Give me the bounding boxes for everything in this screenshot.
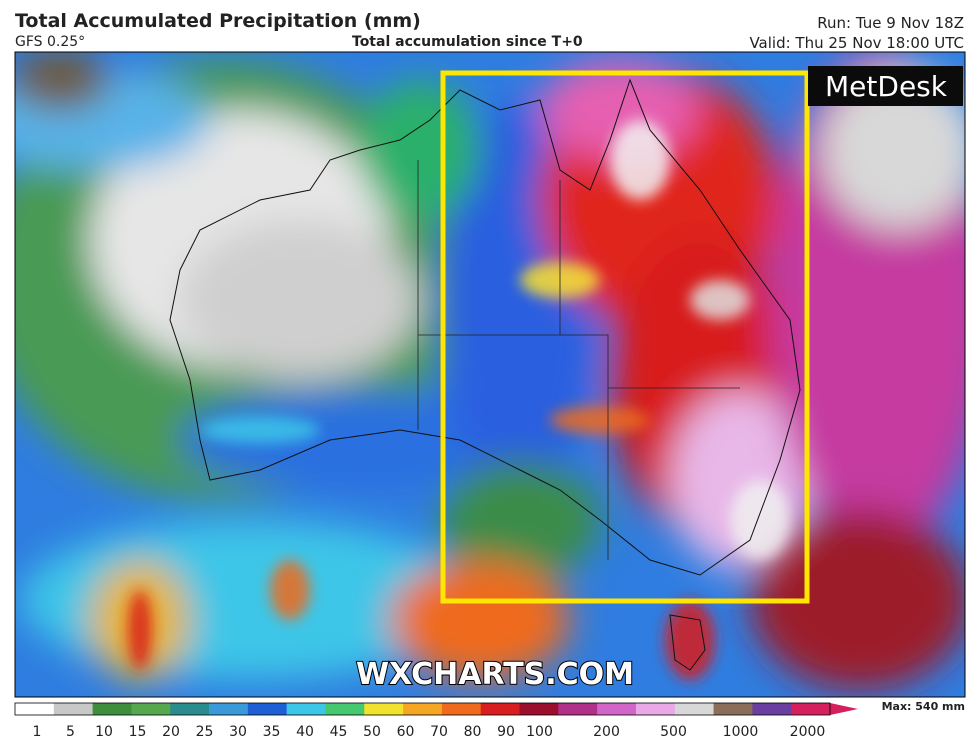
- logo-box: [808, 66, 963, 106]
- colorbar-swatch: [713, 703, 753, 715]
- colorbar-tick-label: 60: [397, 724, 415, 740]
- colorbar-tick-label: 1: [33, 724, 42, 740]
- colorbar-swatch: [791, 703, 831, 715]
- colorbar-swatch: [480, 703, 521, 715]
- colorbar-tick-label: 25: [196, 724, 214, 740]
- colorbar-tick-label: 100: [526, 724, 553, 740]
- colorbar-swatch: [441, 703, 482, 715]
- run: Run: Tue 9 Nov 18Z: [817, 14, 964, 32]
- colorbar-tick-label: 90: [497, 724, 515, 740]
- title: Total Accumulated Precipitation (mm): [15, 10, 421, 32]
- colorbar-arrow: [830, 703, 858, 715]
- colorbar-swatch: [364, 703, 404, 715]
- colorbar-swatch: [558, 703, 598, 715]
- colorbar-swatch: [170, 703, 210, 715]
- colorbar-tick-label: 15: [129, 724, 147, 740]
- max-label: Max: 540 mm: [882, 700, 965, 713]
- colorbar-swatch: [752, 703, 792, 715]
- model: GFS 0.25°: [15, 34, 86, 50]
- subtitle: Total accumulation since T+0: [352, 34, 583, 50]
- colorbar-swatch: [325, 703, 365, 715]
- colorbar-tick-label: 500: [660, 724, 687, 740]
- colorbar-frame: [14, 702, 831, 716]
- colorbar-tick-label: 30: [229, 724, 247, 740]
- colorbar-swatch: [92, 703, 132, 715]
- colorbar-tick-label: 45: [330, 724, 348, 740]
- colorbar-swatch: [131, 703, 171, 715]
- valid: Valid: Thu 25 Nov 18:00 UTC: [749, 34, 964, 52]
- colorbar: 1 5 10 15 20 25 30 35 40 45 50 60 70 80 90 100 200 500 100…: [14, 702, 858, 740]
- colorbar-tick-label: 1000: [723, 724, 759, 740]
- colorbar-tick-label: 5: [66, 724, 75, 740]
- colorbar-tick-label: 200: [593, 724, 620, 740]
- colorbar-tick-label: 35: [263, 724, 281, 740]
- colorbar-swatch: [247, 703, 288, 715]
- colorbar-swatch: [53, 703, 94, 715]
- highlight-box: [440, 70, 810, 604]
- colorbar-tick-label: 40: [296, 724, 314, 740]
- colorbar-swatch: [209, 703, 249, 715]
- colorbar-tick-label: 2000: [790, 724, 826, 740]
- colorbar-swatch: [674, 703, 715, 715]
- colorbar-swatch: [635, 703, 676, 715]
- colorbar-swatch: [519, 703, 559, 715]
- colorbar-swatch: [286, 703, 326, 715]
- logo: MetDesk: [825, 70, 948, 103]
- colorbar-tick-label: 10: [95, 724, 113, 740]
- colorbar-swatch: [597, 703, 637, 715]
- colorbar-tick-label: 20: [162, 724, 180, 740]
- colorbar-swatch: [403, 703, 443, 715]
- colorbar-swatch: [15, 703, 55, 715]
- watermark: WXCHARTS.COM: [356, 657, 634, 692]
- colorbar-tick-label: 50: [363, 724, 381, 740]
- colorbar-tick-label: 80: [464, 724, 482, 740]
- colorbar-tick-label: 70: [430, 724, 448, 740]
